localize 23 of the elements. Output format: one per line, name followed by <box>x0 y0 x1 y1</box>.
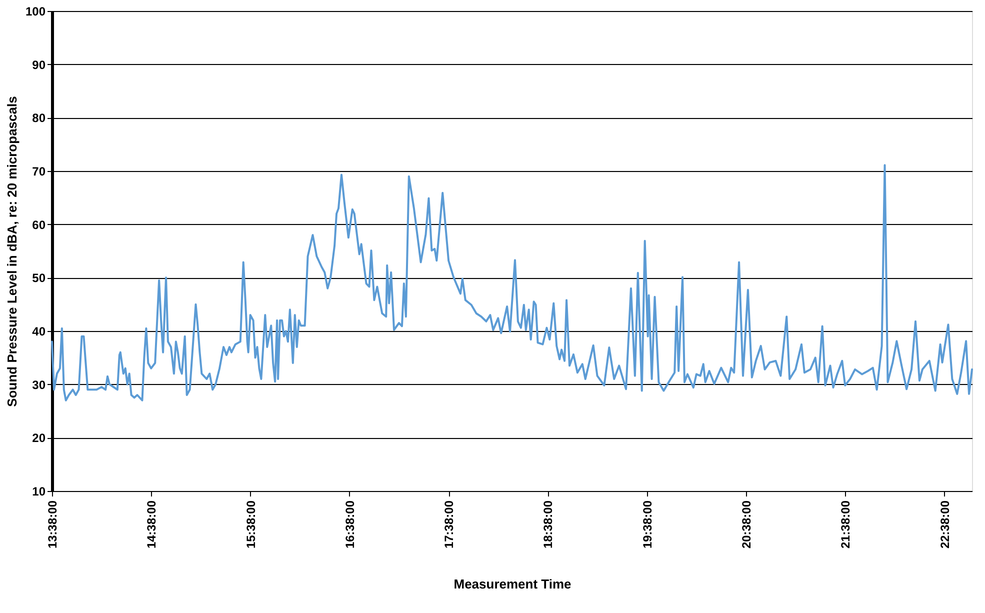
x-tick-label: 16:38:00 <box>342 500 357 549</box>
y-tick-label: 10 <box>32 484 46 498</box>
y-tick-label: 20 <box>32 431 46 446</box>
x-tick-label: 15:38:00 <box>244 500 258 549</box>
y-tick-label: 90 <box>32 58 46 72</box>
y-tick-label: 30 <box>32 378 46 392</box>
y-tick-label: 50 <box>32 271 46 286</box>
y-tick-label: 70 <box>32 164 46 178</box>
line-series <box>51 164 973 402</box>
x-tick-label: 19:38:00 <box>640 500 654 549</box>
y-tick-label: 100 <box>25 4 46 18</box>
x-tick-label: 20:38:00 <box>740 500 754 549</box>
x-axis-title: Measurement Time <box>454 576 572 592</box>
y-tick-label: 60 <box>32 218 46 232</box>
x-tick-label: 22:38:00 <box>938 500 952 549</box>
y-tick-label: 80 <box>32 111 46 126</box>
x-tick-label: 14:38:00 <box>144 500 159 549</box>
x-tick-label: 18:38:00 <box>541 500 556 549</box>
x-tick-label: 21:38:00 <box>838 500 853 549</box>
x-tick-label: 13:38:00 <box>46 500 60 549</box>
y-axis-title: Sound Pressure Level in dBA, re: 20 micropascals <box>4 96 20 407</box>
x-tick-label: 17:38:00 <box>442 500 456 549</box>
y-tick-label: 40 <box>32 324 46 338</box>
